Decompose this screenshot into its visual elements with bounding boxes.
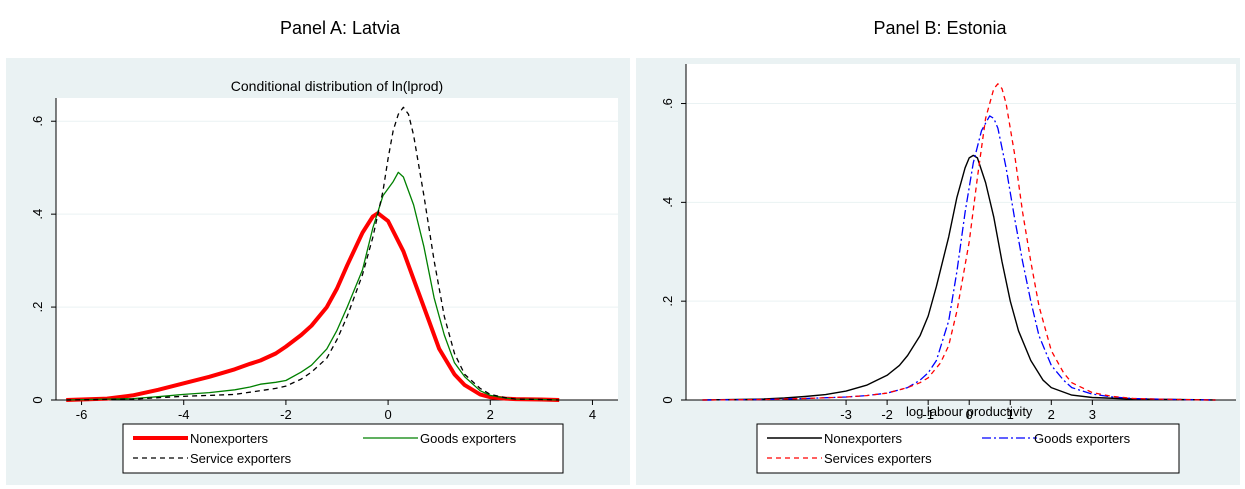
plot-area xyxy=(686,64,1236,400)
x-tick-label: 0 xyxy=(384,407,391,422)
legend-label: Nonexporters xyxy=(190,431,269,446)
series-line-nonexporters xyxy=(66,211,560,402)
x-tick-label: 4 xyxy=(589,407,596,422)
x-tick-label: 2 xyxy=(1048,407,1055,422)
chart-latvia: 0 .2 .4 .6 -6 -4 -2 0 2 4 Conditional distribution… xyxy=(6,58,630,485)
legend-label: Nonexporters xyxy=(824,431,903,446)
legend-box xyxy=(756,423,1180,474)
x-tick-label: -2 xyxy=(280,407,292,422)
series-line-nonexporters xyxy=(702,154,1216,401)
y-tick-label: .2 xyxy=(660,296,675,307)
panel-b-title: Panel B: Estonia xyxy=(873,18,1007,38)
x-tick-label: 3 xyxy=(1089,407,1096,422)
series-line-services-exporters xyxy=(702,83,1216,401)
y-tick-label: 0 xyxy=(660,396,675,403)
legend-box xyxy=(122,423,564,474)
y-tick-label: .4 xyxy=(660,197,675,208)
legend-label: Goods exporters xyxy=(1034,431,1131,446)
legend-label: Services exporters xyxy=(824,451,932,466)
x-tick-label: 1 xyxy=(1007,407,1014,422)
plot-area xyxy=(56,98,618,400)
chart-estonia: 0 .2 .4 .6 -3 -2 -1 0 1 2 3 log labour productivity… xyxy=(636,58,1240,485)
x-tick-label: 2 xyxy=(487,407,494,422)
legend-label: Service exporters xyxy=(190,451,292,466)
y-tick-label: .6 xyxy=(30,116,45,127)
series-line-goods-exporters xyxy=(66,171,560,401)
y-tick-label: 0 xyxy=(30,396,45,403)
x-tick-label: -3 xyxy=(840,407,852,422)
x-tick-label: 0 xyxy=(966,407,973,422)
series-line-service-exporters xyxy=(66,106,560,401)
y-tick-label: .6 xyxy=(660,98,675,109)
x-tick-label: -4 xyxy=(178,407,190,422)
legend-label: Goods exporters xyxy=(420,431,517,446)
panel-a-title: Panel A: Latvia xyxy=(279,18,401,38)
series-line-goods-exporters xyxy=(702,115,1216,401)
x-tick-label: -2 xyxy=(881,407,893,422)
y-tick-label: .4 xyxy=(30,209,45,220)
chart-subtitle: Conditional distribution of ln(lprod) xyxy=(231,78,443,94)
x-tick-label: -6 xyxy=(76,407,88,422)
x-axis-title: log labour productivity xyxy=(906,404,1033,419)
x-tick-label: -1 xyxy=(922,407,934,422)
y-tick-label: .2 xyxy=(30,302,45,313)
